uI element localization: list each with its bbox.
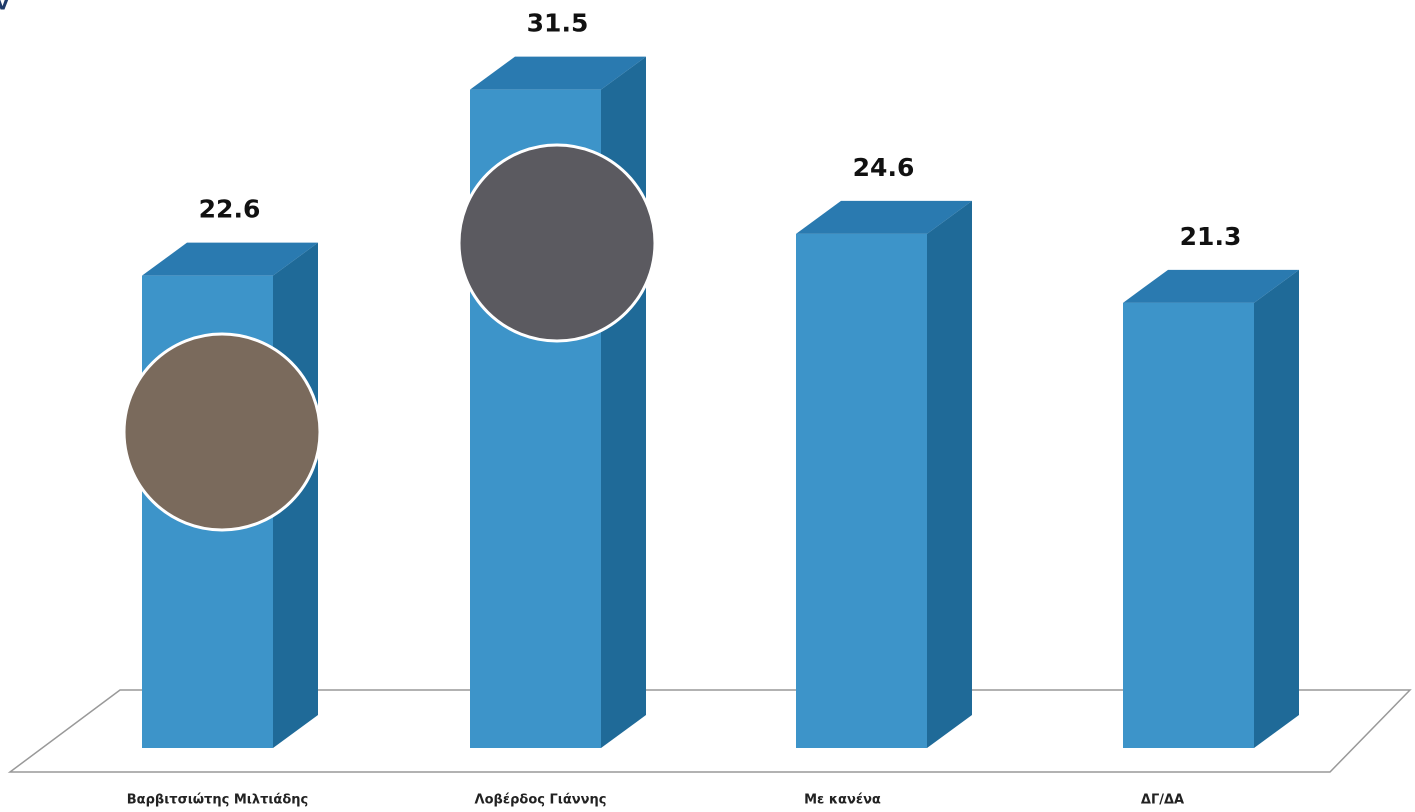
x-tick-label: Λοβέρδος Γιάννης — [475, 793, 607, 808]
bar-top — [796, 200, 972, 234]
photos — [122, 143, 657, 532]
bar-front — [1123, 302, 1254, 748]
bar-top — [470, 56, 646, 90]
x-tick-label: Με κανένα — [804, 793, 881, 808]
value-label: 24.6 — [853, 153, 915, 182]
bar-side — [927, 200, 972, 749]
photo — [457, 143, 657, 343]
bar — [796, 200, 972, 749]
value-label: 31.5 — [527, 9, 589, 38]
bar-front — [796, 233, 927, 749]
x-tick-label: Βαρβιτσιώτης Μιλτιάδης — [127, 793, 309, 808]
bar-top — [1123, 269, 1299, 303]
floor — [7, 689, 1412, 773]
bar — [1123, 269, 1299, 748]
bar-top — [142, 242, 318, 276]
photo — [122, 332, 322, 532]
x-tick-label: ΔΓ/ΔΑ — [1141, 793, 1184, 808]
bar-side — [1254, 269, 1299, 748]
chart-title: v — [0, 0, 9, 15]
value-label: 21.3 — [1180, 222, 1242, 251]
value-label: 22.6 — [199, 195, 261, 224]
